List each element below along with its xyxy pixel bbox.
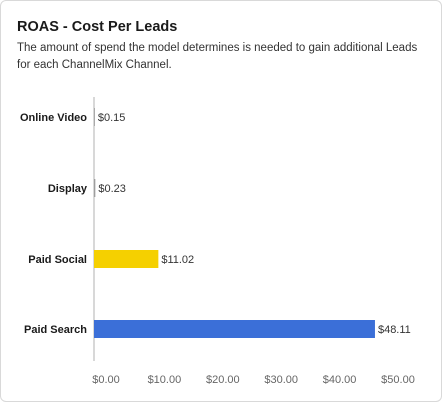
- bar-1: [94, 179, 96, 197]
- value-label-0: $0.15: [98, 112, 126, 124]
- bar-0: [94, 108, 95, 126]
- x-tick-label-5: $50.00: [381, 374, 415, 386]
- value-label-2: $11.02: [161, 254, 194, 266]
- value-label-1: $0.23: [98, 183, 126, 195]
- chart-subtitle: The amount of spend the model determines…: [17, 42, 418, 71]
- x-tick-label-1: $10.00: [148, 374, 182, 386]
- category-label-0: Online Video: [20, 112, 87, 124]
- x-tick-label-3: $30.00: [264, 374, 298, 386]
- category-label-2: Paid Social: [28, 254, 87, 266]
- value-label-3: $48.11: [378, 324, 411, 336]
- bar-3: [94, 320, 375, 338]
- chart-title: ROAS - Cost Per Leads: [17, 19, 178, 35]
- x-tick-label-2: $20.00: [206, 374, 240, 386]
- x-tick-label-4: $40.00: [323, 374, 357, 386]
- category-label-1: Display: [48, 183, 88, 195]
- x-tick-label-0: $0.00: [92, 374, 120, 386]
- category-label-3: Paid Search: [24, 324, 87, 336]
- bar-2: [94, 250, 159, 268]
